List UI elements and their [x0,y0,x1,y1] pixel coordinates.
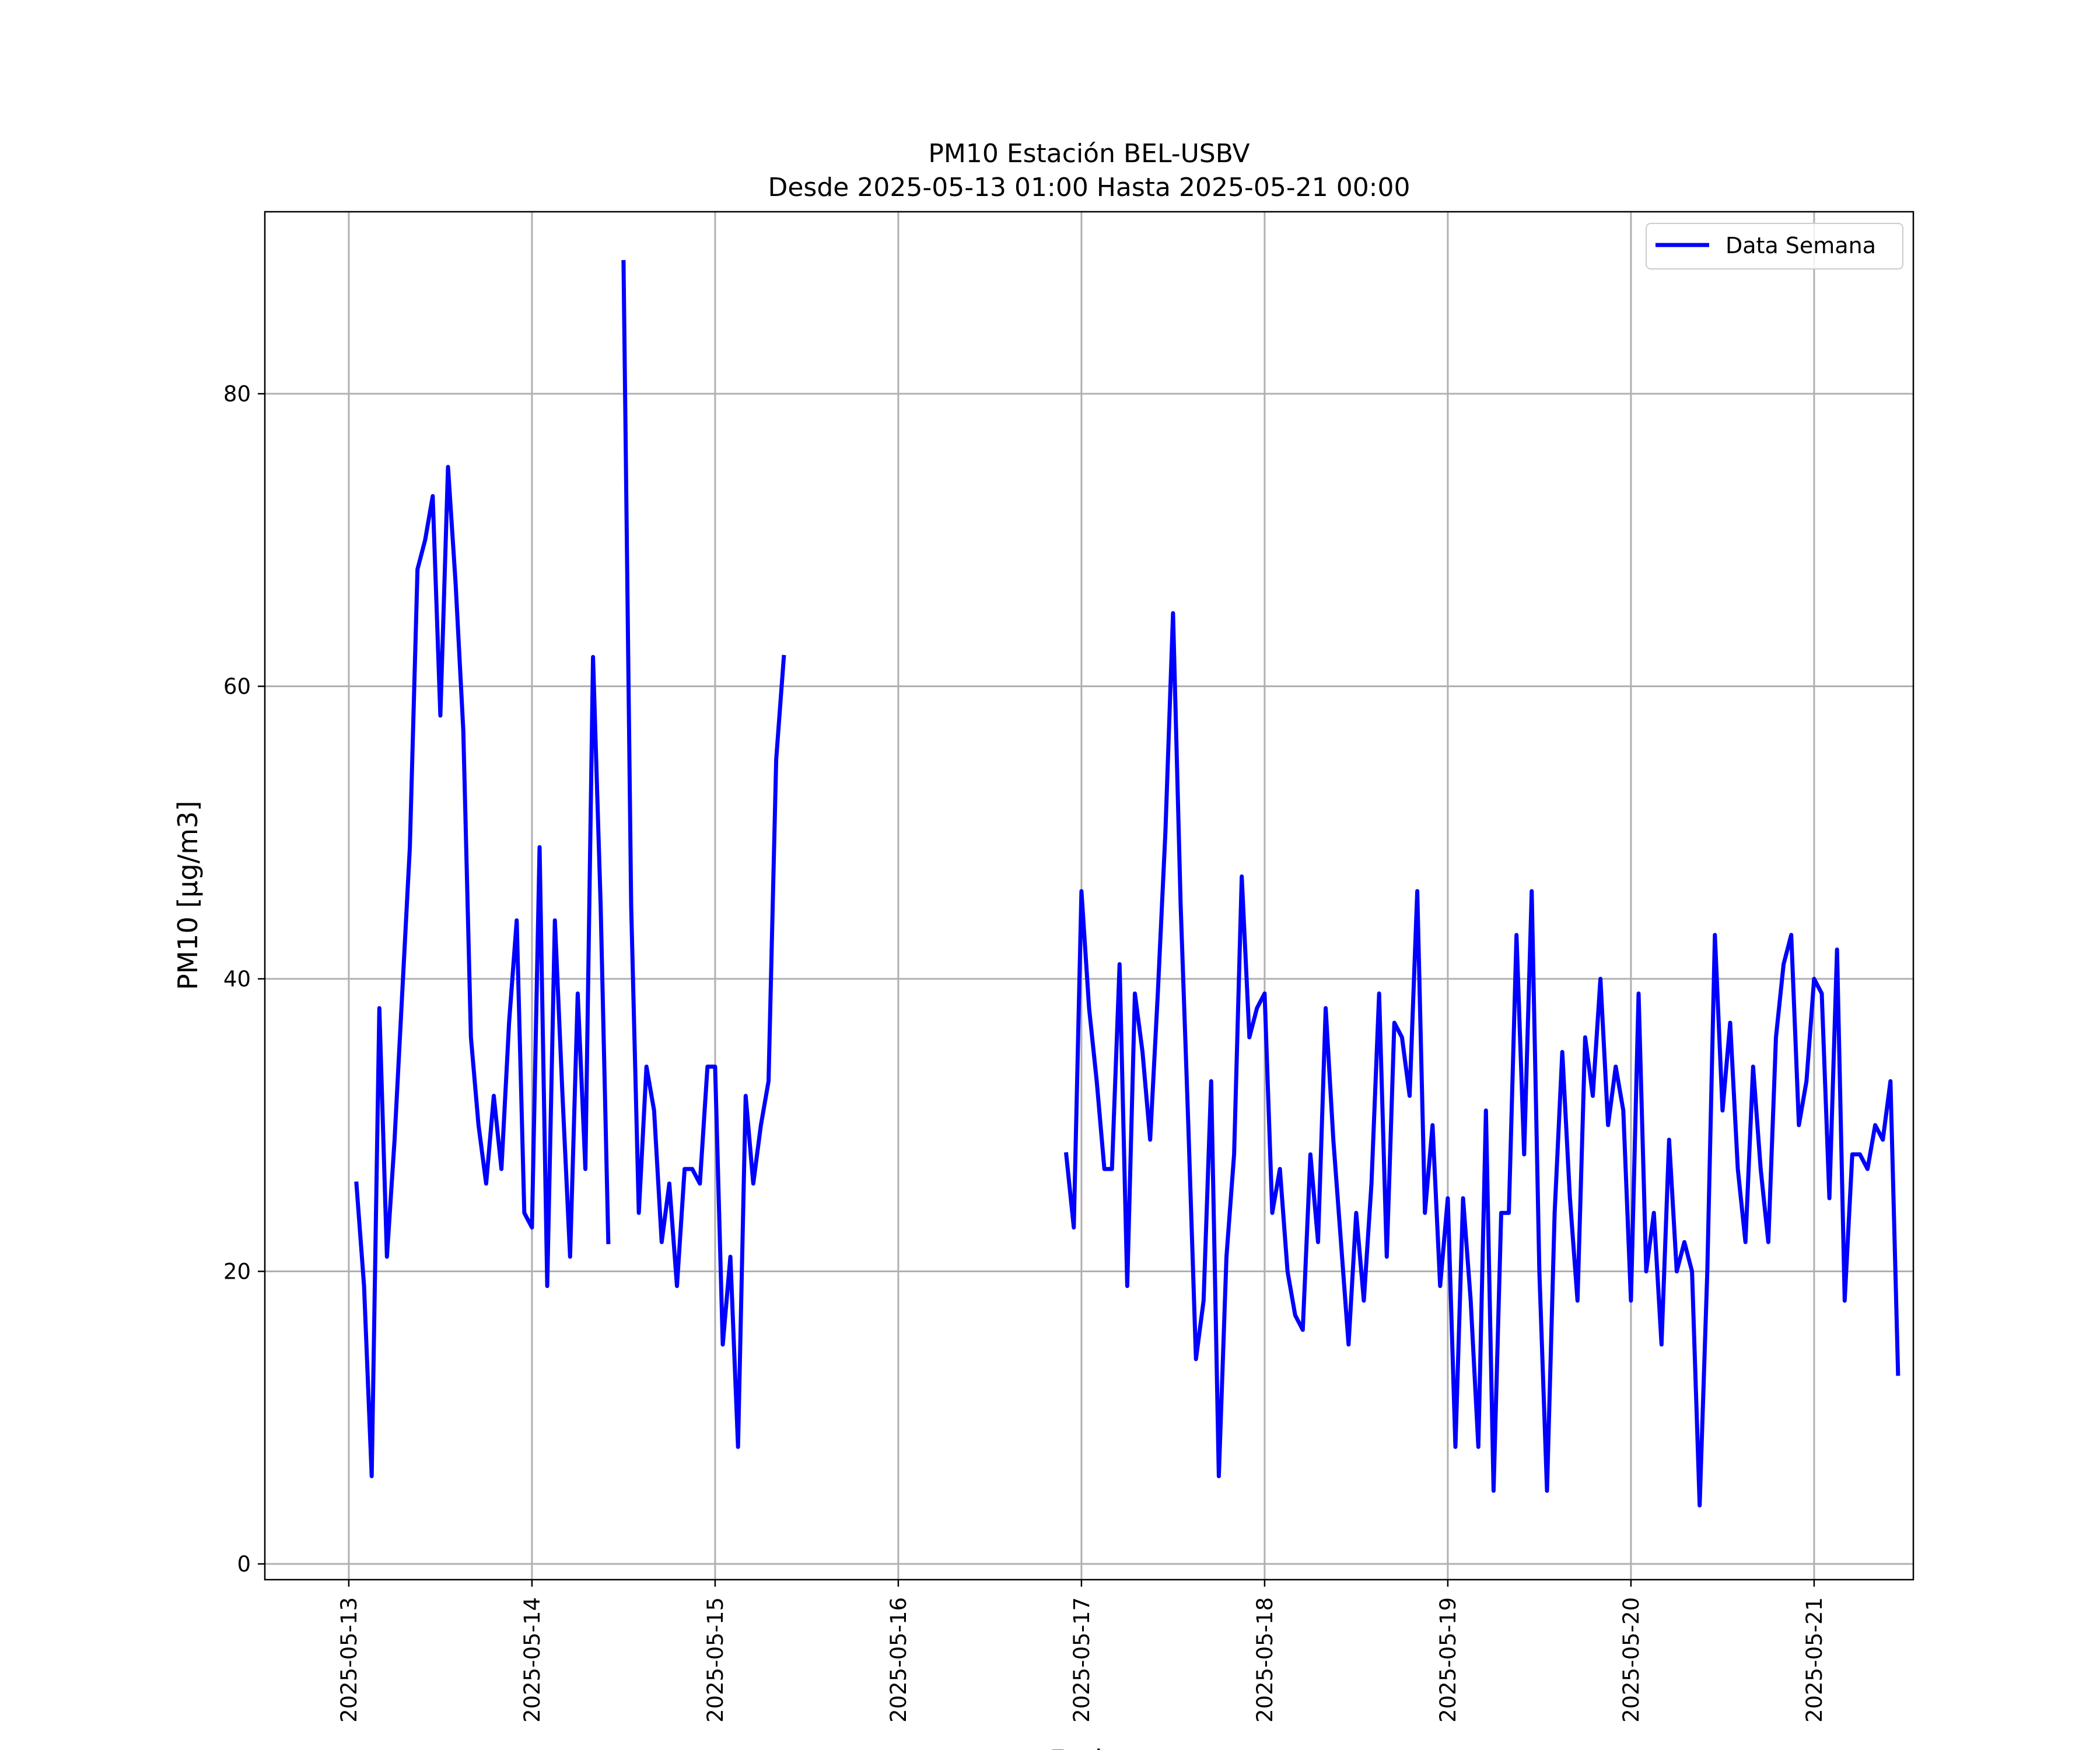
grid-lines [265,212,1913,1580]
x-tick-label: 2025-05-15 [703,1597,728,1723]
x-tick-label: 2025-05-13 [337,1597,362,1723]
series-line-layer [354,260,1901,1508]
y-tick-label: 40 [223,967,251,992]
x-tick-label: 2025-05-21 [1802,1597,1827,1723]
y-axis-label: PM10 [µg/m3] [172,801,204,991]
chart-title: PM10 Estación BEL-USBV [928,139,1250,169]
y-axis-ticks: 0 20 40 60 80 [223,382,265,1577]
y-tick-label: 60 [223,674,251,699]
series-line-data-semana [354,260,1901,1508]
x-tick-label: 2025-05-18 [1252,1597,1278,1723]
y-tick-label: 0 [237,1552,251,1577]
x-axis-label: Fecha [1050,1744,1129,1750]
x-tick-label: 2025-05-16 [886,1597,911,1723]
chart-subtitle: Desde 2025-05-13 01:00 Hasta 2025-05-21 … [768,173,1410,202]
x-tick-label: 2025-05-20 [1619,1597,1644,1723]
x-tick-label: 2025-05-19 [1436,1597,1461,1723]
x-axis-ticks: 2025-05-13 2025-05-14 2025-05-15 2025-05-16… [337,1580,1827,1723]
legend-box [1646,223,1903,270]
legend: Data Semana [1646,223,1903,270]
x-tick-label: 2025-05-14 [520,1597,545,1723]
y-tick-label: 80 [223,382,251,407]
legend-label: Data Semana [1726,233,1876,258]
plot-area-frame [264,211,1915,1581]
x-tick-label: 2025-05-17 [1069,1597,1094,1723]
y-tick-label: 20 [223,1259,251,1284]
